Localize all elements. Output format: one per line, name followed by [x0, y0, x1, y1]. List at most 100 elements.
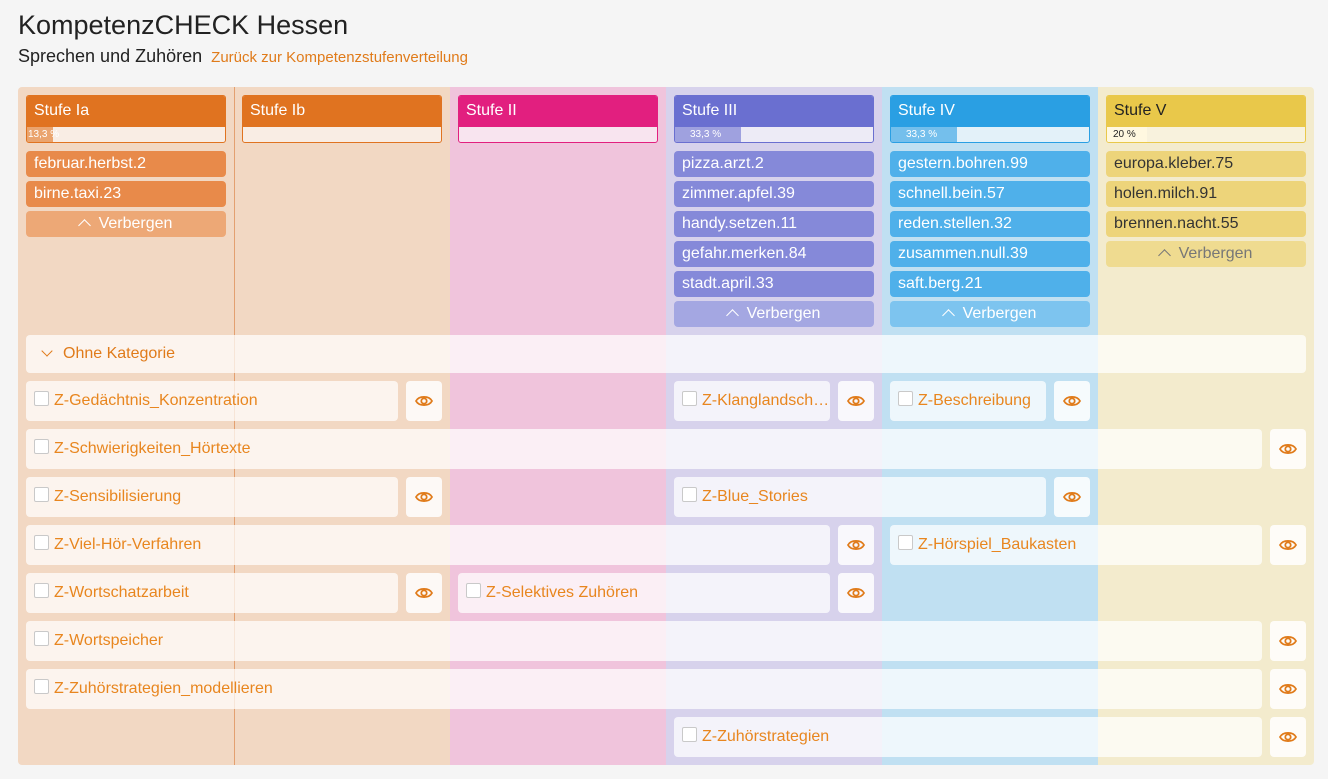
- content-item[interactable]: Z-Schwierigkeiten_Hörtexte: [26, 429, 1262, 469]
- page-title: KompetenzCHECK Hessen: [18, 10, 349, 40]
- item-label: Z-Blue_Stories: [702, 488, 808, 505]
- content-item[interactable]: Z-Beschreibung: [890, 381, 1046, 421]
- code-chip[interactable]: reden.stellen.32: [890, 211, 1090, 237]
- hide-button-label: Verbergen: [962, 305, 1037, 322]
- code-chip[interactable]: gestern.bohren.99: [890, 151, 1090, 177]
- level-progress-bar: 13,3 %: [27, 127, 225, 142]
- eye-icon[interactable]: [838, 573, 874, 613]
- code-chip[interactable]: schnell.bein.57: [890, 181, 1090, 207]
- code-chip[interactable]: stadt.april.33: [674, 271, 874, 297]
- item-label: Z-Schwierigkeiten_Hörtexte: [54, 440, 251, 457]
- item-checkbox[interactable]: [34, 679, 49, 695]
- hide-button[interactable]: Verbergen: [674, 301, 874, 327]
- code-chip[interactable]: handy.setzen.11: [674, 211, 874, 237]
- eye-icon[interactable]: [1270, 621, 1306, 661]
- level-header-2: Stufe Ib: [242, 95, 442, 143]
- chevron-up-icon: [1157, 249, 1171, 262]
- code-chip[interactable]: saft.berg.21: [890, 271, 1090, 297]
- content-item[interactable]: Z-Wortspeicher: [26, 621, 1262, 661]
- level-progress-fill: [1107, 127, 1147, 142]
- code-chip[interactable]: zusammen.null.39: [890, 241, 1090, 267]
- content-item[interactable]: Z-Sensibilisierung: [26, 477, 398, 517]
- eye-icon[interactable]: [838, 381, 874, 421]
- competency-board: Stufe Ia 13,3 % februar.herbst.2 birne.taxi…: [18, 87, 1314, 765]
- level-column-3: [450, 87, 666, 765]
- item-label: Z-Gedächtnis_Konzentration: [54, 392, 258, 409]
- level-progress-text: 13,3 %: [28, 129, 60, 140]
- content-item[interactable]: Z-Selektives Zuhören: [458, 573, 830, 613]
- code-chip[interactable]: europa.kleber.75: [1106, 151, 1306, 177]
- item-label: Z-Wortspeicher: [54, 632, 164, 649]
- item-checkbox[interactable]: [34, 487, 49, 503]
- hide-button-label: Verbergen: [1178, 245, 1253, 262]
- code-chip[interactable]: pizza.arzt.2: [674, 151, 874, 177]
- level-label: Stufe Ia: [27, 96, 225, 127]
- level-header-1: Stufe Ia 13,3 %: [26, 95, 226, 143]
- level-label: Stufe Ib: [243, 96, 441, 127]
- eye-icon[interactable]: [838, 525, 874, 565]
- eye-icon[interactable]: [1270, 429, 1306, 469]
- code-chip[interactable]: gefahr.merken.84: [674, 241, 874, 267]
- page-subtitle: Sprechen und Zuhören Zurück zur Kompeten…: [18, 46, 468, 67]
- chevron-down-icon: [41, 345, 53, 357]
- eye-icon[interactable]: [1054, 381, 1090, 421]
- eye-icon[interactable]: [1270, 669, 1306, 709]
- level-progress-fill: [675, 127, 741, 142]
- item-label: Z-Hörspiel_Baukasten: [918, 536, 1077, 553]
- item-checkbox[interactable]: [898, 391, 913, 407]
- content-item[interactable]: Z-Zuhörstrategien: [674, 717, 1262, 757]
- eye-icon[interactable]: [1270, 717, 1306, 757]
- item-label: Z-Zuhörstrategien_modellieren: [54, 680, 273, 697]
- level-progress-bar: 20 %: [1107, 127, 1305, 142]
- level-header-5: Stufe IV 33,3 %: [890, 95, 1090, 143]
- item-checkbox[interactable]: [466, 583, 481, 599]
- content-item[interactable]: Z-Gedächtnis_Konzentration: [26, 381, 398, 421]
- hide-button[interactable]: Verbergen: [26, 211, 226, 237]
- item-label: Z-Selektives Zuhören: [486, 584, 639, 601]
- eye-icon[interactable]: [406, 573, 442, 613]
- item-checkbox[interactable]: [34, 583, 49, 599]
- item-label: Z-Viel-Hör-Verfahren: [54, 536, 202, 553]
- code-chip[interactable]: februar.herbst.2: [26, 151, 226, 177]
- level-progress-bar: [459, 127, 657, 142]
- item-checkbox[interactable]: [898, 535, 913, 551]
- chevron-up-icon: [725, 309, 739, 322]
- item-checkbox[interactable]: [682, 727, 697, 743]
- item-label: Z-Sensibilisierung: [54, 488, 182, 505]
- content-item[interactable]: Z-Klanglandschaften: [674, 381, 830, 421]
- item-checkbox[interactable]: [682, 391, 697, 407]
- eye-icon[interactable]: [1270, 525, 1306, 565]
- level-header-6: Stufe V 20 %: [1106, 95, 1306, 143]
- content-item[interactable]: Z-Hörspiel_Baukasten: [890, 525, 1262, 565]
- code-chip[interactable]: holen.milch.91: [1106, 181, 1306, 207]
- eye-icon[interactable]: [406, 477, 442, 517]
- item-checkbox[interactable]: [34, 391, 49, 407]
- category-label: Ohne Kategorie: [63, 345, 176, 362]
- eye-icon[interactable]: [1054, 477, 1090, 517]
- level-label: Stufe V: [1107, 96, 1305, 127]
- eye-icon[interactable]: [406, 381, 442, 421]
- hide-button-label: Verbergen: [98, 215, 173, 232]
- code-chip[interactable]: brennen.nacht.55: [1106, 211, 1306, 237]
- level-label: Stufe IV: [891, 96, 1089, 127]
- content-item[interactable]: Z-Zuhörstrategien_modellieren: [26, 669, 1262, 709]
- item-checkbox[interactable]: [34, 631, 49, 647]
- level-header-3: Stufe II: [458, 95, 658, 143]
- content-item[interactable]: Z-Wortschatzarbeit: [26, 573, 398, 613]
- hide-button[interactable]: Verbergen: [1106, 241, 1306, 267]
- level-progress-text: 33,3 %: [906, 129, 938, 140]
- back-to-distribution-link[interactable]: Zurück zur Kompetenzstufenverteilung: [211, 49, 468, 66]
- category-toggle[interactable]: Ohne Kategorie: [26, 335, 1306, 373]
- content-item[interactable]: Z-Viel-Hör-Verfahren: [26, 525, 830, 565]
- hide-button[interactable]: Verbergen: [890, 301, 1090, 327]
- level-label: Stufe III: [675, 96, 873, 127]
- code-chip[interactable]: zimmer.apfel.39: [674, 181, 874, 207]
- item-checkbox[interactable]: [34, 439, 49, 455]
- item-checkbox[interactable]: [34, 535, 49, 551]
- column-divider: [234, 87, 235, 765]
- level-progress-fill: [891, 127, 957, 142]
- level-column-2: [234, 87, 450, 765]
- content-item[interactable]: Z-Blue_Stories: [674, 477, 1046, 517]
- code-chip[interactable]: birne.taxi.23: [26, 181, 226, 207]
- item-checkbox[interactable]: [682, 487, 697, 503]
